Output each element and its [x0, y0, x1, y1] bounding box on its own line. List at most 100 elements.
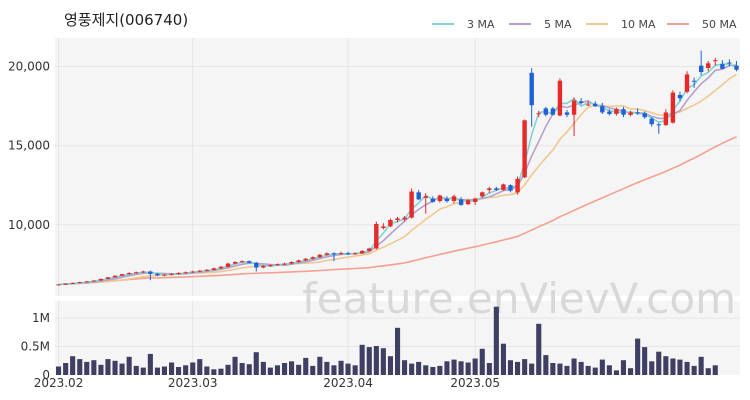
candle-body	[600, 106, 605, 113]
candle-body	[593, 103, 598, 107]
volume-bar	[105, 359, 111, 375]
candle-body	[162, 274, 167, 276]
candle-body	[254, 262, 259, 268]
volume-bar	[91, 360, 97, 375]
volume-bar	[599, 359, 605, 375]
candle-body	[324, 253, 330, 255]
candle-body	[204, 269, 209, 271]
volume-bar	[63, 363, 69, 375]
price-tick-label: 20,000	[8, 59, 50, 73]
date-tick-label: 2023.02	[34, 376, 84, 390]
date-tick-label: 2023.03	[168, 376, 218, 390]
candle-body	[338, 253, 344, 255]
price-tick-label: 15,000	[8, 139, 50, 153]
volume-bar	[395, 327, 401, 375]
candle-body	[91, 280, 97, 282]
volume-bar	[472, 358, 478, 375]
volume-bar	[571, 358, 577, 375]
candle-body	[416, 192, 421, 200]
volume-bar	[289, 361, 295, 375]
candle-body	[699, 65, 704, 72]
candle-body	[677, 95, 683, 99]
candle-body	[656, 124, 661, 126]
volume-bar	[677, 359, 683, 375]
candle-body	[529, 72, 534, 106]
candle-body	[649, 118, 654, 125]
volume-bar	[169, 362, 175, 375]
candle-body	[296, 260, 301, 262]
volume-bar	[352, 365, 358, 375]
candle-body	[614, 109, 619, 114]
volume-bar	[642, 347, 648, 375]
candle-body	[607, 111, 612, 114]
volume-bar	[147, 353, 153, 375]
volume-bar	[493, 306, 499, 375]
volume-bar	[133, 365, 139, 375]
price-panel-background	[55, 38, 740, 296]
volume-bar	[515, 361, 521, 375]
grid-lines	[55, 38, 740, 375]
volume-bar	[126, 356, 132, 375]
candle-body	[169, 273, 174, 275]
candle-body	[367, 248, 372, 251]
volume-bar	[507, 360, 513, 375]
volume-bar	[656, 351, 662, 375]
candle-body	[437, 195, 443, 201]
volume-bar	[274, 365, 280, 375]
volume-bar	[578, 361, 584, 375]
candle-body	[275, 264, 280, 266]
legend-label: 3 MA	[467, 18, 495, 31]
volume-bar	[338, 360, 344, 375]
candle-body	[487, 188, 492, 190]
volume-bar	[430, 367, 436, 375]
candle-body	[289, 262, 294, 264]
candle-body	[211, 268, 217, 270]
volume-bar	[620, 360, 626, 375]
candle-body	[247, 261, 252, 263]
candle-body	[56, 284, 61, 286]
legend: 3 MA 5 MA 10 MA 50 MA	[432, 18, 737, 31]
chart-title: 영풍제지(006740)	[64, 11, 188, 29]
volume-bar	[536, 323, 542, 375]
candle-body	[388, 220, 393, 227]
volume-bar	[154, 367, 160, 375]
volume-bar	[70, 356, 76, 375]
date-tick-label: 2023.04	[323, 376, 373, 390]
volume-bar	[204, 366, 210, 375]
candle-body	[395, 218, 400, 220]
candle-body	[155, 273, 160, 276]
candle-body	[232, 262, 238, 264]
volume-bar	[119, 363, 125, 375]
candle-body	[621, 109, 626, 115]
volume-tick-label: 1M	[32, 311, 50, 325]
volume-bar	[246, 364, 252, 375]
volume-bar	[98, 364, 104, 375]
legend-label: 5 MA	[544, 18, 572, 31]
date-axis-labels: 2023.02 2023.03 2023.04 2023.05	[34, 376, 500, 390]
volume-bar	[225, 364, 231, 375]
candle-body	[501, 184, 506, 190]
candle-body	[360, 250, 365, 254]
candle-body	[473, 198, 478, 202]
volume-bar	[310, 365, 316, 375]
candle-body	[84, 281, 89, 283]
volume-bar	[303, 357, 309, 375]
candle-body	[218, 266, 224, 269]
candle-body	[317, 254, 322, 258]
candlesticks	[56, 50, 739, 286]
volume-bar	[416, 361, 422, 375]
volume-bar	[190, 362, 196, 375]
volume-axis-labels: 0 0.5M 1M	[21, 311, 50, 382]
candle-body	[261, 265, 266, 268]
volume-bar	[522, 359, 528, 375]
candle-body	[282, 263, 287, 265]
candle-body	[684, 74, 690, 92]
volume-bar	[613, 370, 619, 375]
volume-bar	[564, 365, 570, 375]
volume-bar	[712, 365, 718, 375]
volume-bar	[606, 365, 612, 375]
candle-body	[374, 224, 379, 249]
volume-bar	[543, 355, 549, 375]
candle-body	[720, 64, 725, 69]
volume-bar	[423, 365, 429, 375]
